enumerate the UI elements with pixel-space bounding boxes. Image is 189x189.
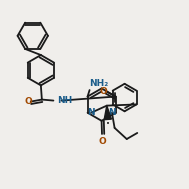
Text: O: O (24, 97, 32, 106)
Polygon shape (104, 106, 112, 120)
Text: NH₂: NH₂ (90, 79, 109, 88)
Text: O: O (98, 137, 106, 146)
Text: N: N (108, 108, 116, 117)
Text: •: • (106, 121, 110, 127)
Text: NH: NH (57, 96, 72, 105)
Text: O: O (99, 87, 107, 96)
Text: N: N (87, 108, 95, 117)
